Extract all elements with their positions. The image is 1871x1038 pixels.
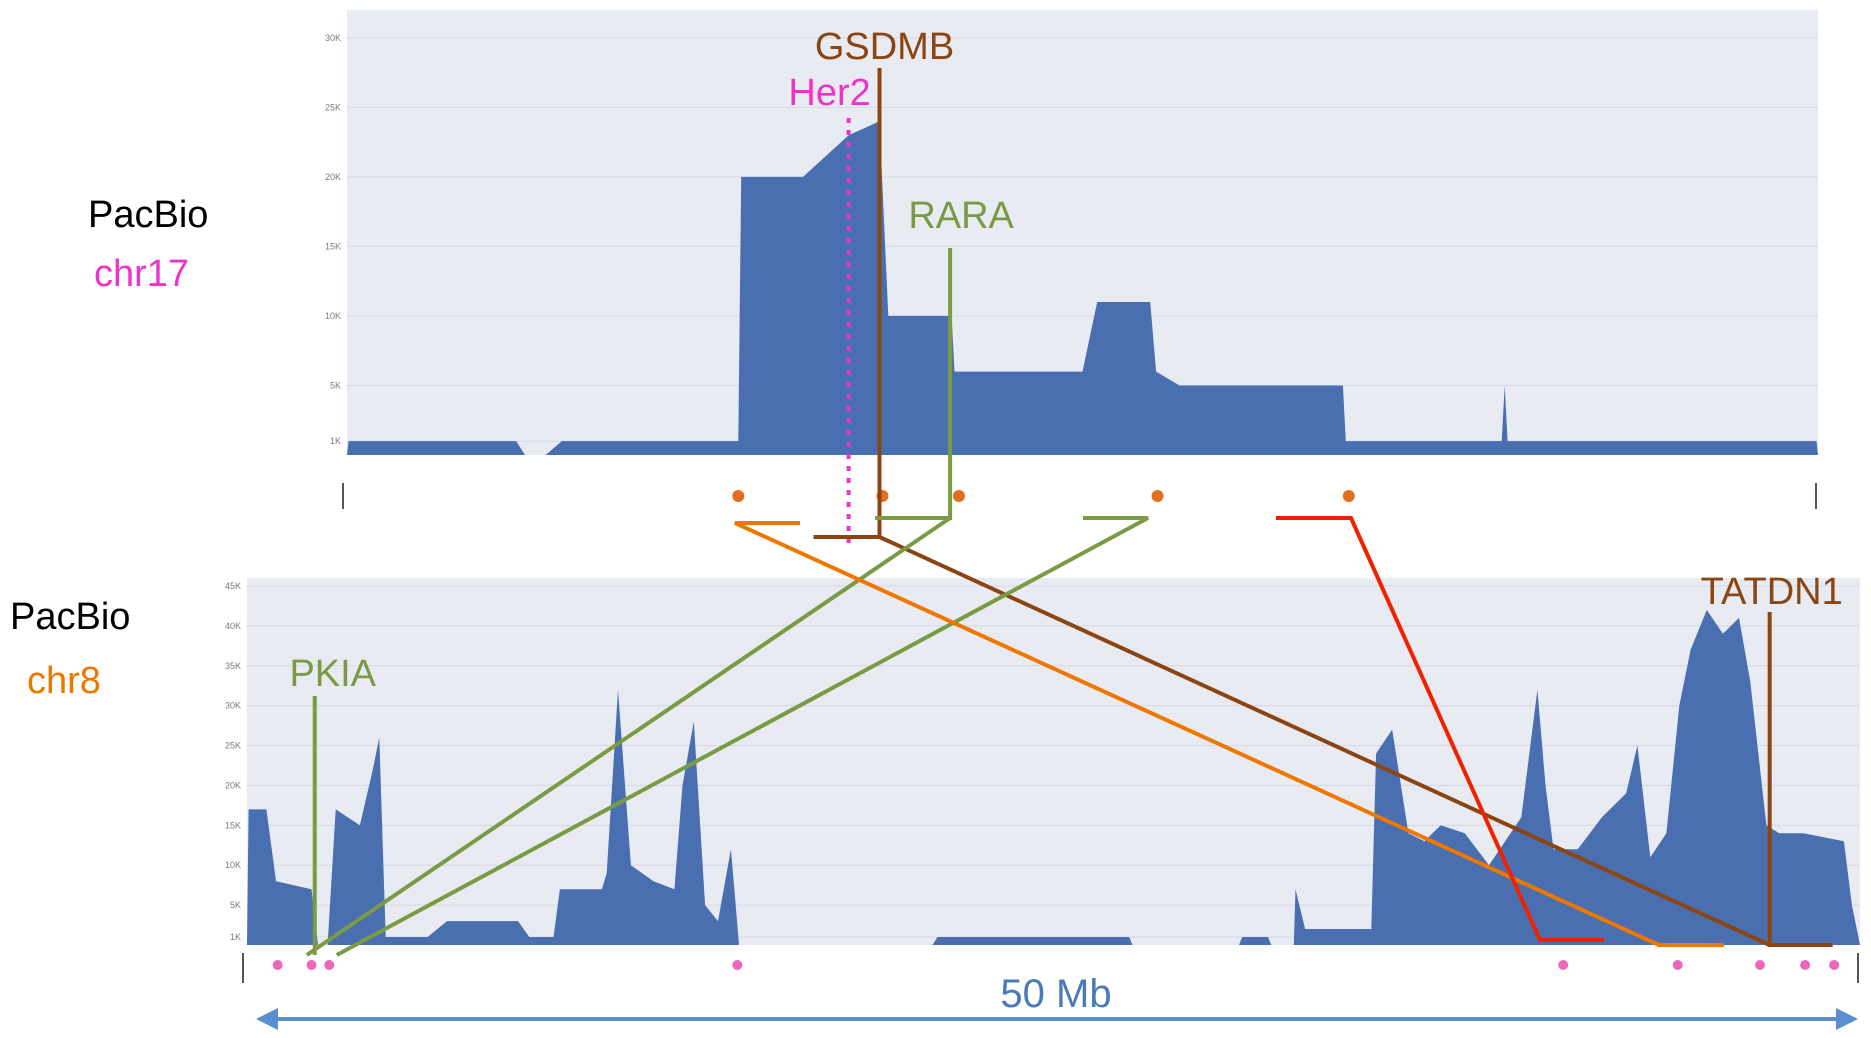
chr8-breakpoint-dot (1558, 960, 1569, 970)
y-tick-label: 10K (225, 860, 241, 870)
chr17-breakpoint-dot (1151, 490, 1164, 502)
chr17-chr8-green-link (335, 516, 1149, 957)
y-tick-label: 25K (325, 102, 341, 112)
chr8-breakpoint-dot (324, 960, 335, 970)
coverage-area (247, 609, 1860, 945)
y-tick-label: 5K (230, 900, 241, 910)
y-tick-label: 30K (225, 701, 241, 711)
tatdn1-marker (1767, 612, 1833, 947)
y-tick-label: 25K (225, 741, 241, 751)
chr17-breakpoint-dot (732, 490, 745, 502)
chr8-chrom-label: chr8 (27, 660, 101, 702)
chr8-breakpoint-dot (1754, 960, 1765, 970)
y-tick-label: 35K (225, 661, 241, 671)
chr8-breakpoint-dot (272, 960, 283, 970)
chr17-breakpoint-dot (1342, 490, 1355, 502)
scale-bar-left-arrow (256, 1008, 278, 1030)
scale-bar-right-arrow (1836, 1008, 1858, 1030)
chr8-breakpoint-dot (1829, 960, 1840, 970)
chr8-breakpoint-dot (306, 960, 317, 970)
red-junction-link (1276, 516, 1604, 942)
chr17-chrom-label: chr17 (94, 253, 190, 295)
chr8-breakpoint-dot (1672, 960, 1683, 970)
gene-label: GSDMB (815, 26, 954, 68)
y-tick-label: 20K (225, 780, 241, 790)
chr8-coverage-panel: 1K 5K 10K 15K 20K 25K 30K 35K 40K 45K (225, 578, 1860, 983)
gene-label: Her2 (788, 72, 870, 114)
gene-label: PKIA (289, 653, 376, 695)
y-tick-label: 5K (330, 380, 341, 390)
y-tick-label: 30K (325, 33, 341, 43)
gene-label: TATDN1 (1701, 571, 1843, 613)
y-tick-label: 20K (325, 172, 341, 182)
y-tick-label: 1K (230, 932, 241, 942)
chr8-source-label: PacBio (10, 596, 131, 638)
coverage-area (347, 121, 1818, 456)
orange-junction-link (734, 521, 1724, 947)
chr17-coverage-panel: 1K 5K 10K 15K 20K 25K 30K (325, 10, 1818, 509)
y-tick-label: 1K (330, 436, 341, 446)
chr8-breakpoint-dot (732, 960, 743, 970)
chr17-source-label: PacBio (88, 194, 209, 236)
y-tick-label: 10K (325, 311, 341, 321)
y-tick-label: 15K (325, 241, 341, 251)
rara-pkia-link (305, 516, 952, 957)
gsdmb-tatdn1-link (878, 535, 1771, 947)
scale-bar-label: 50 Mb (1000, 972, 1111, 1016)
y-tick-label: 15K (225, 820, 241, 830)
chr17-breakpoint-dot (952, 490, 965, 502)
y-tick-label: 40K (225, 621, 241, 631)
y-tick-label: 45K (225, 581, 241, 591)
chr8-breakpoint-dot (1800, 960, 1811, 970)
gene-label: RARA (908, 195, 1014, 237)
